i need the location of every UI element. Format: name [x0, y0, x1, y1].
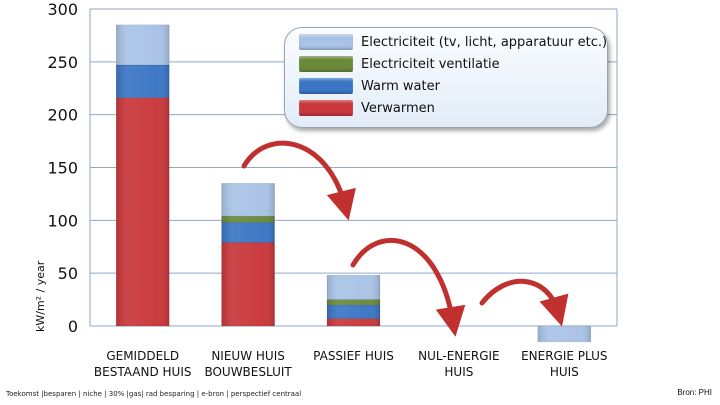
legend-label: Electriciteit (tv, licht, apparatuur etc…: [361, 34, 608, 50]
bar-shine: [116, 65, 170, 98]
x-category-label: BESTAAND HUIS: [94, 365, 192, 379]
x-category-label: PASSIEF HUIS: [313, 349, 394, 363]
legend-item: Electriciteit (tv, licht, apparatuur etc…: [299, 34, 607, 50]
legend-swatch-verwarmen: [299, 100, 353, 116]
bar-shine: [221, 242, 275, 326]
x-category-label: NIEUW HUIS: [211, 349, 285, 363]
bar-shine: [327, 304, 380, 319]
legend-item: Electriciteit ventilatie: [299, 56, 500, 72]
bar-shine: [537, 326, 591, 342]
x-category-label: HUIS: [444, 365, 473, 379]
x-category-label: GEMIDDELD: [106, 349, 179, 363]
y-tick-label: 150: [47, 159, 78, 178]
legend-swatch-electriciteit: [299, 34, 353, 50]
bar-shine: [116, 97, 170, 326]
legend-label: Verwarmen: [361, 100, 435, 116]
x-axis-categories: GEMIDDELD BESTAAND HUIS NIEUW HUIS BOUWBESL…: [94, 349, 608, 379]
y-axis-label: kW/m² / year: [34, 260, 47, 332]
x-category-label: BOUWBESLUIT: [204, 365, 292, 379]
curved-arrow: [479, 278, 569, 327]
legend-label: Warm water: [361, 78, 440, 94]
y-tick-label: 100: [47, 211, 78, 230]
bar-shine: [327, 318, 380, 326]
legend-swatch-warm-water: [299, 78, 353, 94]
bar-shine: [327, 275, 380, 300]
source-credit: Bron: PHI: [677, 388, 712, 397]
bar-shine: [221, 183, 275, 217]
curved-arrow: [350, 238, 466, 337]
y-tick-label: 300: [47, 0, 78, 19]
legend-item: Warm water: [299, 78, 440, 94]
y-tick-label: 200: [47, 106, 78, 125]
bars: [115, 24, 592, 343]
footer-tagline: Toekomst |besparen | niche | 30% |gas| r…: [6, 390, 302, 398]
arrows: [241, 140, 569, 337]
bar-shine: [327, 299, 380, 305]
y-tick-label: 0: [68, 317, 78, 336]
x-category-label: NUL-ENERGIE: [418, 349, 499, 363]
x-category-label: ENERGIE PLUS: [521, 349, 607, 363]
bar-shine: [221, 222, 275, 243]
legend-swatch-ventilatie: [299, 56, 353, 72]
y-axis-ticks: 0 50 100 150 200 250 300: [47, 0, 78, 336]
bar-shine: [116, 24, 170, 66]
x-category-label: HUIS: [550, 365, 579, 379]
bar-shine: [221, 216, 275, 223]
legend-label: Electriciteit ventilatie: [361, 56, 500, 72]
legend-item: Verwarmen: [299, 100, 435, 116]
y-tick-label: 50: [58, 264, 78, 283]
y-tick-label: 250: [47, 53, 78, 72]
legend: Electriciteit (tv, licht, apparatuur etc…: [284, 27, 608, 128]
curved-arrow: [241, 140, 356, 221]
